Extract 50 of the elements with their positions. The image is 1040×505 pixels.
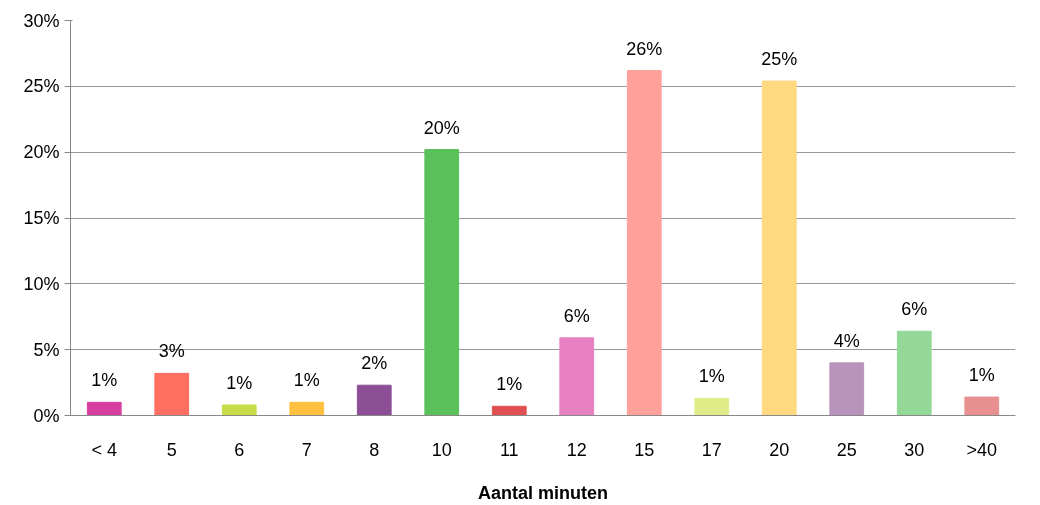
- y-tick-label: 5%: [33, 339, 60, 360]
- bar: [896, 330, 932, 416]
- data-label: 1%: [698, 366, 725, 387]
- bar: [559, 337, 595, 416]
- bar: [289, 401, 325, 416]
- bar: [491, 405, 527, 416]
- x-tick-label: 7: [301, 439, 312, 460]
- y-tick-label: 10%: [23, 273, 60, 294]
- data-label: 20%: [423, 117, 460, 138]
- bar: [424, 149, 460, 416]
- bar: [626, 70, 662, 416]
- data-label: 4%: [833, 330, 860, 351]
- x-tick-label: 10: [431, 439, 452, 460]
- data-label: 6%: [563, 305, 590, 326]
- y-tick-label: 0%: [33, 405, 60, 426]
- x-tick-label: 8: [369, 439, 380, 460]
- bar: [964, 396, 1000, 416]
- x-tick-label: 11: [499, 439, 519, 460]
- data-label: 1%: [968, 365, 995, 386]
- data-label: 1%: [91, 370, 118, 391]
- x-tick-label: 20: [769, 439, 790, 460]
- x-tick-label: 25: [836, 439, 857, 460]
- bar: [221, 404, 257, 416]
- x-tick-label: 5: [166, 439, 177, 460]
- data-label: 1%: [226, 372, 253, 393]
- bar: [694, 397, 730, 416]
- data-label: 6%: [901, 299, 928, 320]
- data-label: 26%: [626, 38, 663, 59]
- bar: [154, 372, 190, 416]
- y-tick-label: 25%: [23, 76, 60, 97]
- data-label: 3%: [158, 341, 185, 362]
- data-label: 25%: [761, 49, 798, 70]
- x-tick-label: < 4: [91, 439, 118, 460]
- bar: [86, 401, 122, 416]
- x-tick-label: >40: [966, 439, 998, 460]
- data-label: 2%: [361, 353, 388, 374]
- data-label: 1%: [496, 374, 523, 395]
- y-tick-label: 30%: [23, 10, 60, 31]
- x-tick-label: 30: [904, 439, 925, 460]
- x-tick-label: 15: [634, 439, 655, 460]
- bar: [829, 362, 865, 416]
- bar: [356, 384, 392, 416]
- x-tick-label: 12: [566, 439, 587, 460]
- x-tick-label: 17: [701, 439, 722, 460]
- y-tick-label: 15%: [23, 208, 60, 228]
- y-tick-label: 20%: [23, 142, 60, 163]
- x-tick-label: 6: [234, 439, 245, 460]
- data-label: 1%: [293, 370, 320, 391]
- x-axis-title: Aantal minuten: [478, 482, 609, 503]
- bar: [761, 80, 797, 416]
